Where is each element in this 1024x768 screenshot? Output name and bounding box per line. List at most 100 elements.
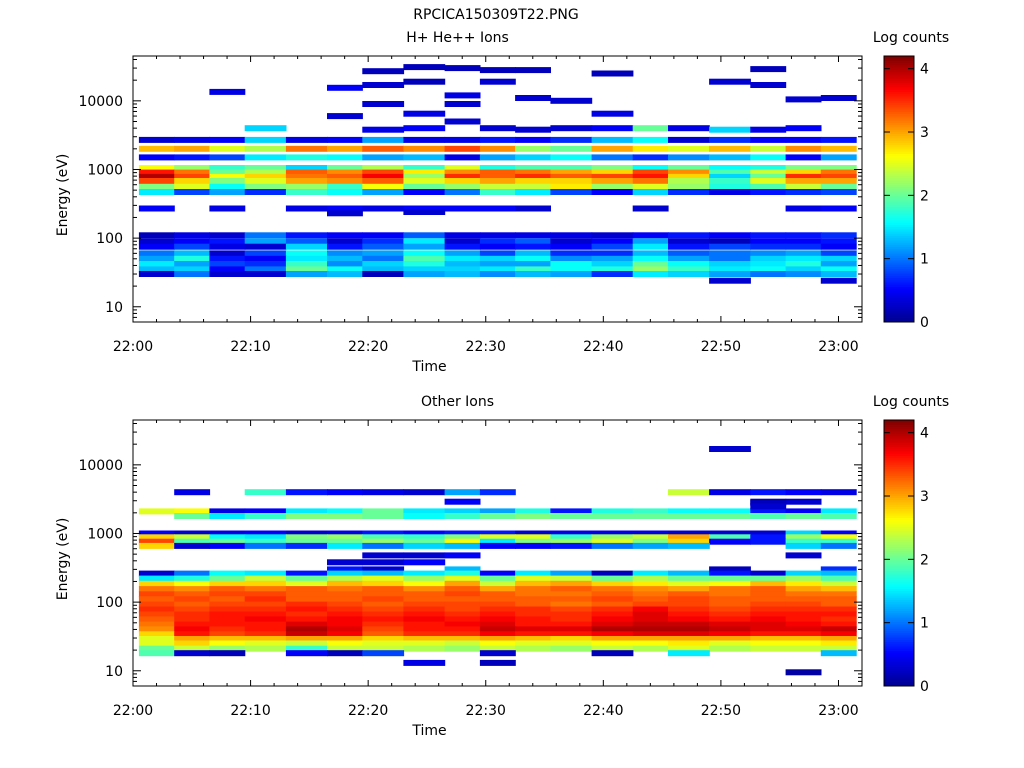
- colorbar-segment: [884, 504, 914, 507]
- heatmap-cell: [591, 261, 634, 267]
- heatmap-cell: [709, 616, 751, 623]
- heatmap-cell: [174, 178, 211, 184]
- heatmap-cell: [668, 580, 710, 587]
- heatmap-cell: [138, 601, 175, 608]
- heatmap-cell: [403, 626, 446, 633]
- heatmap-cell: [244, 538, 287, 545]
- heatmap-cell: [668, 178, 710, 184]
- heatmap-cell: [550, 542, 593, 549]
- heatmap-cell: [785, 178, 822, 184]
- heatmap-cell: [209, 136, 246, 143]
- heatmap-cell: [327, 606, 363, 613]
- colorbar-segment: [884, 237, 914, 241]
- heatmap-cell: [668, 611, 710, 618]
- colorbar-segment: [884, 519, 914, 523]
- colorbar-segment: [884, 93, 914, 97]
- heatmap-cell: [362, 534, 405, 541]
- heatmap-cell: [550, 145, 593, 152]
- heatmap-cell: [362, 238, 405, 245]
- y-tick-label: 10000: [78, 458, 123, 474]
- heatmap-cell: [820, 636, 857, 642]
- heatmap-cell: [403, 125, 446, 132]
- colorbar-segment: [884, 677, 914, 680]
- colorbar-segment: [884, 439, 914, 443]
- heatmap-cell: [750, 570, 787, 577]
- heatmap-cell: [285, 530, 328, 537]
- heatmap-cell: [820, 250, 857, 257]
- heatmap-cell: [709, 173, 751, 180]
- heatmap-cell: [550, 169, 593, 176]
- heatmap-cell: [515, 631, 551, 638]
- heatmap-cell: [138, 243, 175, 250]
- heatmap-cell: [174, 606, 211, 613]
- heatmap-cell: [362, 538, 405, 545]
- heatmap-cell: [174, 238, 211, 245]
- colorbar-segment: [884, 315, 914, 318]
- heatmap-cell: [444, 165, 481, 171]
- heatmap-cell: [285, 165, 328, 171]
- heatmap-cell: [244, 169, 287, 176]
- colorbar-segment: [884, 82, 914, 86]
- heatmap-cell: [820, 538, 857, 545]
- colorbar-segment: [884, 98, 914, 101]
- colorbar-segment: [884, 508, 914, 512]
- heatmap-cell: [479, 640, 516, 647]
- heatmap-cell: [591, 125, 634, 132]
- colorbar-segment: [884, 255, 914, 259]
- heatmap-cell: [785, 580, 822, 587]
- colorbar-segment: [884, 109, 914, 112]
- heatmap-cell: [444, 542, 481, 549]
- colorbar-segment: [884, 679, 914, 682]
- colorbar-segment: [884, 630, 914, 634]
- heatmap-cell: [479, 266, 516, 273]
- heatmap-cell: [515, 255, 551, 262]
- heatmap-cell: [709, 446, 751, 452]
- heatmap-cell: [479, 255, 516, 262]
- heatmap-cell: [327, 173, 363, 180]
- heatmap-cell: [444, 101, 481, 107]
- heatmap-cell: [479, 611, 516, 618]
- heatmap-cell: [550, 189, 593, 195]
- heatmap-cell: [174, 636, 211, 642]
- heatmap-cell: [403, 78, 446, 85]
- colorbar-segment: [884, 242, 914, 245]
- heatmap-cell: [174, 534, 211, 541]
- heatmap-cell: [444, 640, 481, 647]
- heatmap-cell: [444, 261, 481, 267]
- colorbar-segment: [884, 555, 914, 558]
- heatmap-cell: [138, 538, 175, 545]
- colorbar-segment: [884, 570, 914, 574]
- heatmap-cell: [668, 136, 710, 143]
- heatmap-cell: [362, 616, 405, 623]
- heatmap-cell: [632, 255, 669, 262]
- heatmap-cell: [327, 489, 363, 496]
- colorbar-segment: [884, 650, 914, 654]
- panel-title: H+ He++ Ions: [406, 30, 509, 46]
- colorbar-segment: [884, 659, 914, 663]
- colorbar-segment: [884, 299, 914, 303]
- heatmap-cell: [479, 189, 516, 195]
- heatmap-cell: [244, 542, 287, 549]
- heatmap-cell: [820, 243, 857, 250]
- heatmap-cell: [785, 136, 822, 143]
- heatmap-cell: [591, 250, 634, 257]
- heatmap-cell: [550, 640, 593, 647]
- heatmap-cell: [362, 586, 405, 593]
- heatmap-cell: [632, 542, 669, 549]
- heatmap-cell: [820, 145, 857, 152]
- heatmap-cell: [362, 508, 405, 515]
- heatmap-cell: [403, 542, 446, 549]
- heatmap-cell: [138, 616, 175, 623]
- heatmap-cell: [362, 640, 405, 647]
- heatmap-cell: [479, 250, 516, 257]
- heatmap-cell: [479, 542, 516, 549]
- heatmap-cell: [750, 508, 787, 515]
- colorbar-segment: [884, 204, 914, 208]
- heatmap-cell: [285, 591, 328, 598]
- heatmap-cell: [515, 645, 551, 652]
- heatmap-cell: [632, 601, 669, 608]
- colorbar-segment: [884, 133, 914, 137]
- colorbar-segment: [884, 424, 914, 428]
- heatmap-cell: [820, 165, 857, 171]
- heatmap-cell: [138, 266, 175, 273]
